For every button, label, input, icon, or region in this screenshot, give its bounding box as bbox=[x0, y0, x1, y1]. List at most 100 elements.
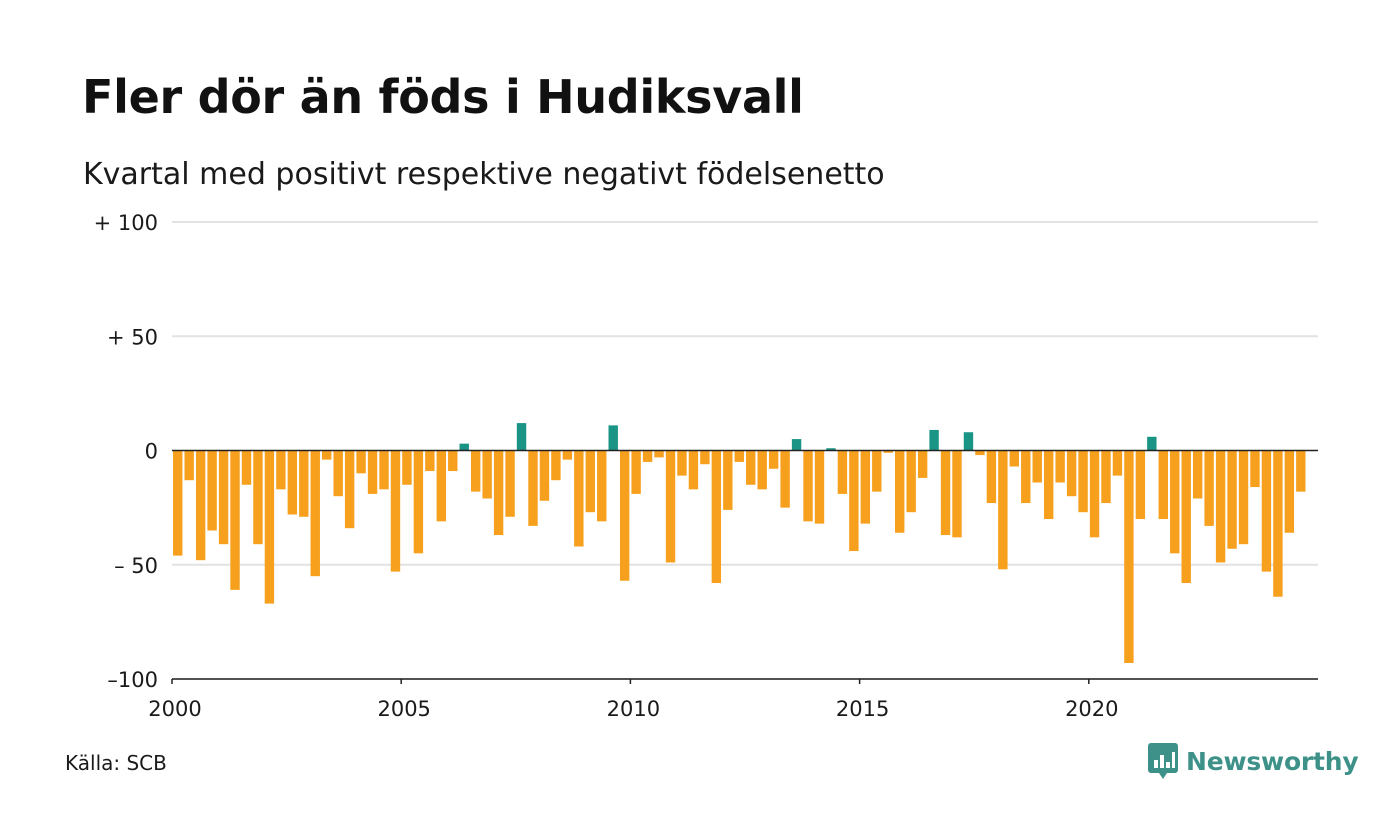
bar bbox=[940, 450, 951, 536]
bar bbox=[1250, 450, 1260, 488]
bar bbox=[1158, 450, 1168, 520]
bar bbox=[711, 450, 722, 584]
bar bbox=[1284, 450, 1295, 533]
bar bbox=[322, 450, 332, 460]
bar bbox=[654, 450, 664, 458]
bar bbox=[906, 450, 916, 513]
bar bbox=[631, 450, 641, 494]
bar bbox=[264, 450, 275, 604]
bar bbox=[1170, 450, 1180, 554]
bar bbox=[860, 450, 871, 524]
bar bbox=[230, 450, 240, 590]
brand-logo: Newsworthy bbox=[1148, 743, 1359, 779]
bar bbox=[688, 450, 699, 490]
y-tick-label: 0 bbox=[145, 440, 158, 464]
bar bbox=[413, 450, 424, 554]
y-tick-label: –100 bbox=[107, 668, 158, 692]
y-tick-label: + 100 bbox=[94, 211, 158, 235]
bar bbox=[1124, 450, 1134, 663]
bar bbox=[872, 450, 882, 492]
bar bbox=[402, 450, 412, 485]
bar bbox=[459, 443, 469, 451]
bar bbox=[528, 450, 538, 526]
bar bbox=[310, 450, 320, 577]
bar bbox=[287, 450, 298, 515]
bar bbox=[1238, 450, 1249, 545]
x-tick-label: 2020 bbox=[1065, 697, 1118, 721]
bar bbox=[344, 450, 355, 529]
bar bbox=[883, 450, 893, 453]
bar bbox=[448, 450, 458, 472]
bar bbox=[367, 450, 378, 494]
bar bbox=[184, 450, 194, 481]
bar bbox=[608, 425, 618, 451]
bar bbox=[505, 450, 515, 517]
bar bbox=[1043, 450, 1054, 520]
bar bbox=[619, 450, 630, 581]
bar bbox=[700, 450, 710, 465]
bar bbox=[1032, 450, 1042, 483]
bar bbox=[470, 450, 481, 492]
x-tick-label: 2010 bbox=[607, 697, 660, 721]
bar bbox=[379, 450, 389, 490]
bar bbox=[1273, 450, 1283, 597]
bar bbox=[952, 450, 962, 538]
x-tick-label: 2005 bbox=[377, 697, 430, 721]
bar bbox=[1021, 450, 1031, 504]
bar bbox=[597, 450, 607, 522]
bar bbox=[299, 450, 309, 517]
x-tick-label: 2000 bbox=[148, 697, 201, 721]
bar bbox=[425, 450, 435, 472]
bar bbox=[574, 450, 584, 547]
bar bbox=[333, 450, 343, 497]
x-tick-label: 2015 bbox=[836, 697, 889, 721]
bar bbox=[963, 432, 974, 451]
bar bbox=[1078, 450, 1088, 513]
bar bbox=[390, 450, 401, 572]
bar bbox=[1135, 450, 1146, 520]
bar bbox=[1112, 450, 1123, 476]
bar bbox=[585, 450, 595, 513]
y-tick-label: – 50 bbox=[114, 554, 158, 578]
bar bbox=[241, 450, 252, 485]
bar bbox=[173, 450, 183, 556]
bar bbox=[814, 450, 825, 524]
bar bbox=[1066, 450, 1077, 497]
bar bbox=[1089, 450, 1100, 538]
bar bbox=[975, 450, 985, 456]
bar bbox=[218, 450, 229, 545]
bar bbox=[642, 450, 653, 462]
bar bbox=[493, 450, 504, 536]
bar bbox=[1227, 450, 1237, 549]
bar bbox=[562, 450, 573, 460]
bars bbox=[173, 423, 1306, 663]
newsworthy-logo-icon bbox=[1148, 743, 1178, 779]
bar bbox=[780, 450, 790, 508]
bar bbox=[1055, 450, 1065, 483]
bar bbox=[757, 450, 767, 490]
bar bbox=[734, 450, 744, 462]
source-note: Källa: SCB bbox=[65, 751, 167, 775]
bar bbox=[665, 450, 676, 563]
bar bbox=[849, 450, 859, 552]
bar bbox=[768, 450, 779, 469]
chart-title: Fler dör än föds i Hudiksvall bbox=[82, 70, 804, 124]
bar bbox=[539, 450, 550, 501]
bar bbox=[253, 450, 263, 545]
bar bbox=[746, 450, 756, 485]
bar bbox=[1147, 436, 1157, 451]
bar bbox=[917, 450, 928, 478]
bar bbox=[998, 450, 1008, 570]
bar bbox=[895, 450, 905, 533]
bar bbox=[791, 439, 802, 451]
bar bbox=[436, 450, 447, 522]
bar bbox=[516, 423, 527, 451]
bar bbox=[837, 450, 848, 494]
axes: + 100 + 50 0 – 50 –100 2000 2005 2010 2015 2020 bbox=[94, 211, 1318, 721]
bar bbox=[1192, 450, 1203, 499]
bar bbox=[551, 450, 561, 481]
bar bbox=[1204, 450, 1214, 526]
bar bbox=[803, 450, 813, 522]
bar bbox=[1296, 450, 1306, 492]
